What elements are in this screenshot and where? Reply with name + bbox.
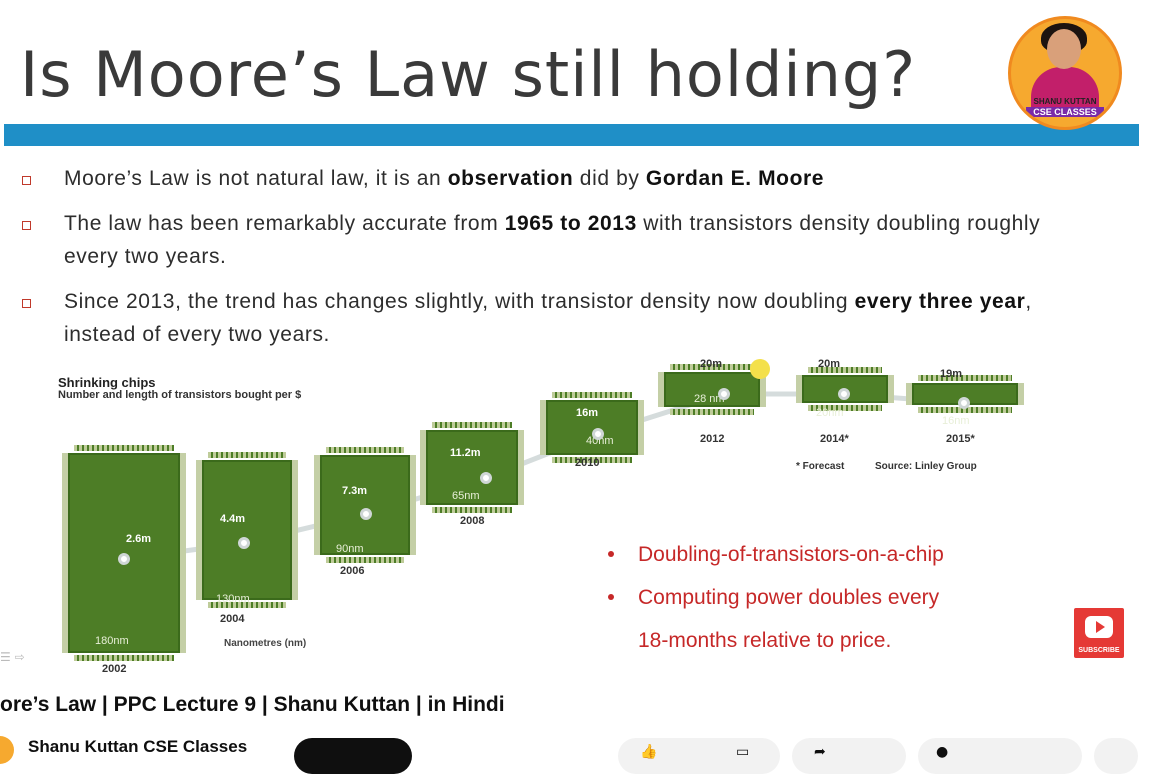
share-button[interactable]: ➦ <box>792 738 906 774</box>
bullet-text: 1965 to 2013 <box>504 212 637 235</box>
dislike-icon[interactable]: ▭ <box>736 744 750 760</box>
chip-block <box>540 392 644 463</box>
video-frame[interactable]: Is Moore’s Law still holding? SHANU KUTT… <box>0 0 1152 690</box>
red-point-text: Doubling-of-transistors-on-a-chip <box>638 543 944 566</box>
red-point-item: Computing power doubles every <box>606 576 944 619</box>
red-point-text: 18-months relative to price. <box>638 629 892 652</box>
trend-node <box>838 388 850 400</box>
node-size-label: 90nm <box>336 543 364 555</box>
subscribe-watermark[interactable]: SUBSCRIBE <box>1074 608 1124 658</box>
slide-title: Is Moore’s Law still holding? <box>20 38 917 111</box>
square-bullet-icon <box>22 176 31 185</box>
red-point-list: Doubling-of-transistors-on-a-chip Computi… <box>606 533 944 662</box>
square-bullet-icon <box>22 221 31 230</box>
bullet-text: every three year <box>854 290 1026 313</box>
year-label: 2002 <box>102 663 127 675</box>
bullet-list: Moore’s Law is not natural law, it is an… <box>18 162 1098 363</box>
year-label: 2014* <box>820 433 849 445</box>
trend-node <box>238 537 250 549</box>
channel-avatar[interactable] <box>0 736 14 764</box>
node-size-label: 28 nm <box>694 393 725 405</box>
chip-block <box>906 375 1024 413</box>
subscribe-watermark-label: SUBSCRIBE <box>1078 647 1120 654</box>
bullet-text: Since 2013, the trend has changes slight… <box>64 290 855 313</box>
year-label: 2010 <box>575 457 600 469</box>
red-point-item: Doubling-of-transistors-on-a-chip <box>606 533 944 576</box>
node-size-label: 65nm <box>452 490 480 502</box>
transistor-count-label: 4.4m <box>220 513 246 525</box>
year-label: 2006 <box>340 565 365 577</box>
pointer-highlight <box>750 359 770 379</box>
trend-node <box>118 553 130 565</box>
chip-block <box>314 447 416 563</box>
logo-face <box>1047 29 1081 69</box>
bullet-text: Moore’s Law is not natural law, it is an <box>64 167 448 190</box>
infographic-subtitle: Number and length of transistors bought … <box>58 389 302 401</box>
forecast-note: * Forecast <box>796 461 845 472</box>
bullet-item: The law has been remarkably accurate fro… <box>18 207 1098 273</box>
red-dot-icon <box>608 551 614 557</box>
transistor-count-label: 20m <box>700 358 723 370</box>
title-accent-bar <box>4 124 1139 146</box>
trend-node <box>718 388 730 400</box>
year-label: 2015* <box>946 433 975 445</box>
red-dot-icon <box>608 594 614 600</box>
bullet-text: , instead of every two years. <box>64 290 1032 346</box>
video-title: ore’s Law | PPC Lecture 9 | Shanu Kuttan… <box>0 693 505 716</box>
node-size-label: 20nm <box>816 407 844 419</box>
node-size-label: 180nm <box>95 635 129 647</box>
trend-node <box>958 397 970 409</box>
nanometres-label: Nanometres (nm) <box>224 638 307 649</box>
bullet-text: did by <box>573 167 646 190</box>
bullet-text: The law has been remarkably accurate fro… <box>64 212 505 235</box>
like-icon[interactable]: 👍 <box>640 744 658 760</box>
logo-text-classes: CSE CLASSES <box>1026 107 1104 117</box>
bullet-text: observation <box>447 167 574 190</box>
node-size-label: 16nm <box>942 415 970 427</box>
year-label: 2004 <box>220 613 245 625</box>
bullet-item: Moore’s Law is not natural law, it is an… <box>18 162 1098 195</box>
channel-name[interactable]: Shanu Kuttan CSE Classes <box>28 737 248 756</box>
channel-row: Shanu Kuttan CSE Classes 👍 ▭ ➦ ● <box>0 734 1152 774</box>
red-point-item: 18-months relative to price. <box>606 619 944 662</box>
year-label: 2008 <box>460 515 485 527</box>
youtube-play-icon <box>1085 616 1113 638</box>
infographic-title: Shrinking chips <box>58 375 156 390</box>
year-label: 2012 <box>700 433 725 445</box>
trend-node <box>592 428 604 440</box>
more-actions-button[interactable] <box>1094 738 1138 774</box>
transistor-count-label: 16m <box>576 407 599 419</box>
chip-block <box>62 445 186 661</box>
trend-node <box>360 508 372 520</box>
save-button[interactable]: ● <box>918 738 1082 774</box>
transistor-count-label: 20m <box>818 358 841 370</box>
transistor-count-label: 2.6m <box>126 533 152 545</box>
chip-block <box>420 422 524 513</box>
red-point-text: Computing power doubles every <box>638 586 940 609</box>
channel-logo: SHANU KUTTAN CSE CLASSES <box>1008 16 1122 130</box>
subscribe-button[interactable] <box>294 738 412 774</box>
trend-node <box>480 472 492 484</box>
bullet-item: Since 2013, the trend has changes slight… <box>18 285 1098 351</box>
playlist-icon[interactable]: ☰ ⇨ <box>0 650 25 664</box>
shrinking-chips-infographic: Shrinking chips Number and length of tra… <box>0 355 1050 685</box>
like-dislike-pill[interactable]: 👍 ▭ <box>618 738 780 774</box>
transistor-count-label: 11.2m <box>450 447 481 459</box>
chip-block <box>196 452 298 608</box>
square-bullet-icon <box>22 299 31 308</box>
save-icon: ● <box>936 744 949 760</box>
node-size-label: 130nm <box>216 593 250 605</box>
logo-text-name: SHANU KUTTAN <box>1033 97 1097 106</box>
chip-block <box>658 364 766 415</box>
share-icon: ➦ <box>814 744 826 760</box>
bullet-text: Gordan E. Moore <box>645 167 825 190</box>
transistor-count-label: 19m <box>940 368 963 380</box>
source-note: Source: Linley Group <box>875 461 977 472</box>
bullet-text: with transistors density doubling roughl… <box>64 212 1041 268</box>
logo-body <box>1031 67 1099 107</box>
transistor-count-label: 7.3m <box>342 485 368 497</box>
